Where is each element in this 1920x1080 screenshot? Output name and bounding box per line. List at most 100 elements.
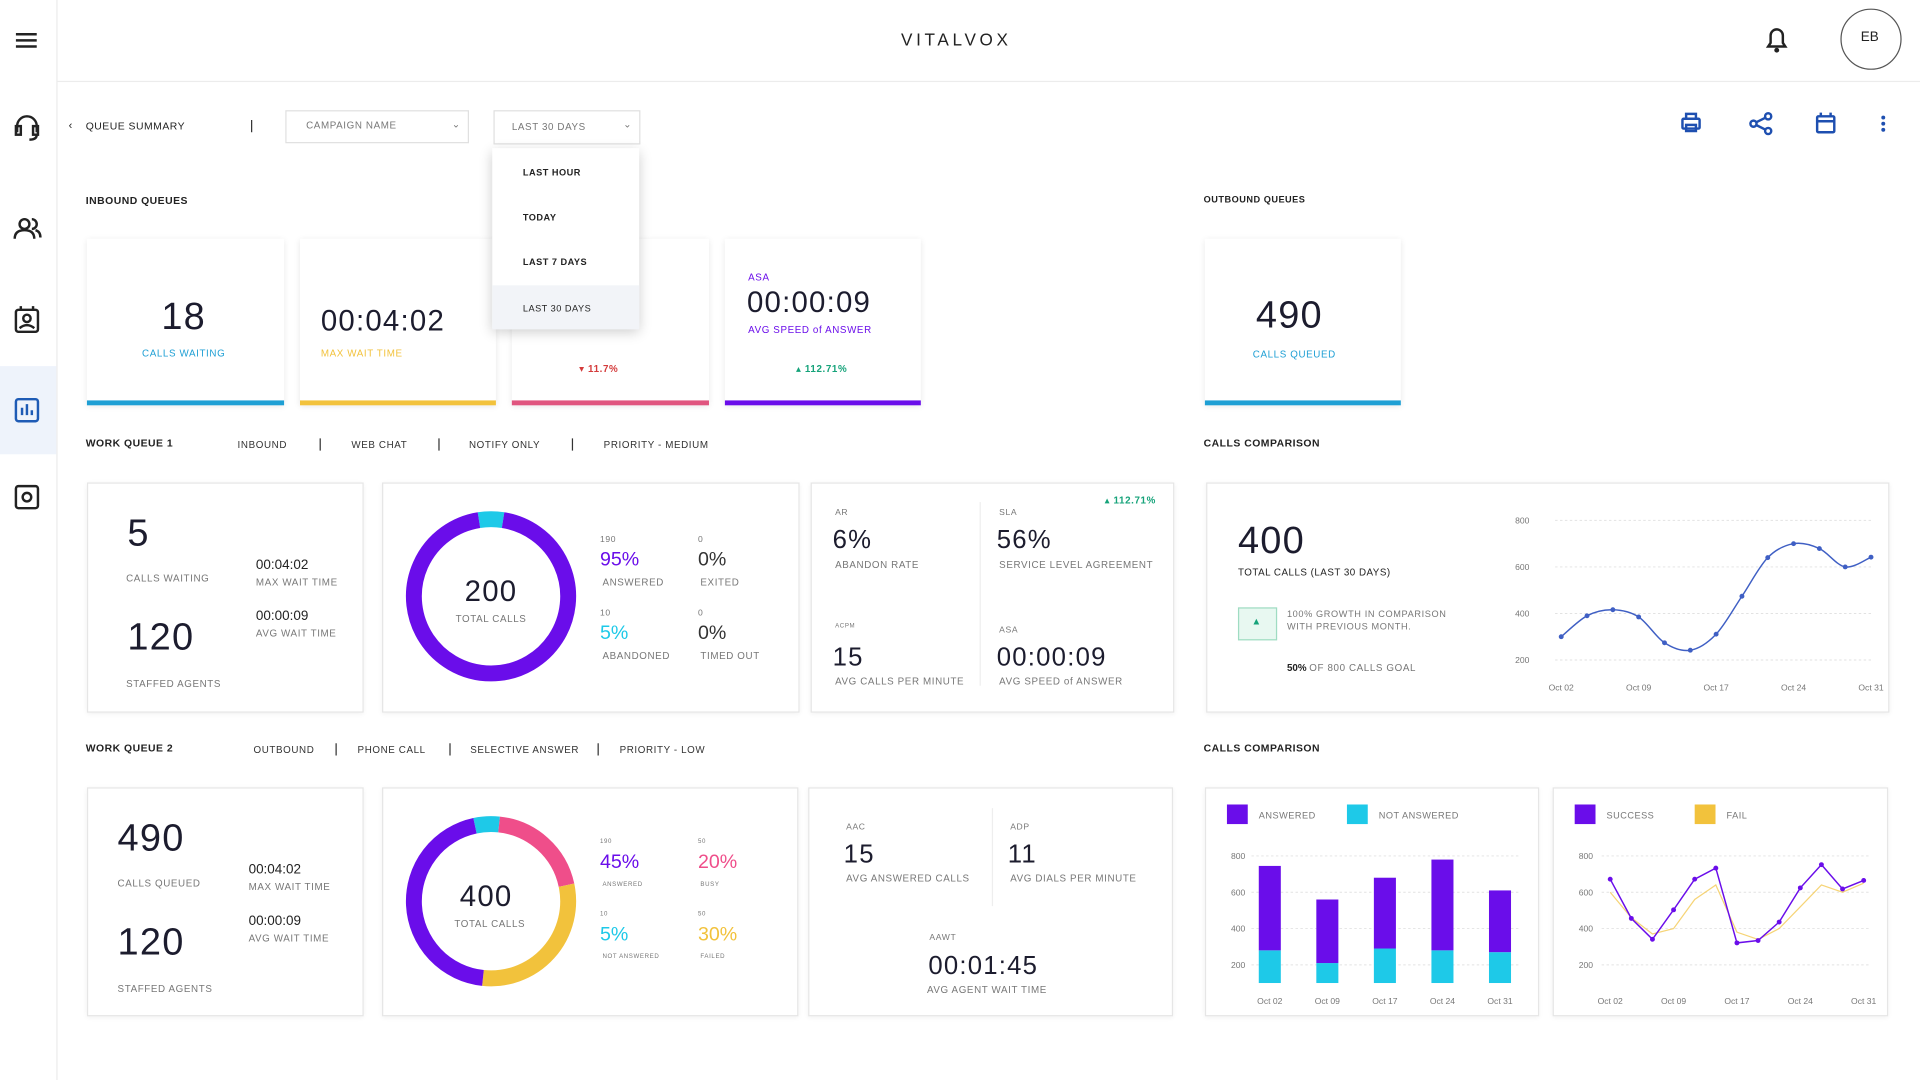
option-label: LAST 30 DAYS bbox=[522, 302, 592, 314]
separator bbox=[571, 438, 574, 451]
segment-percent: 0% bbox=[697, 623, 727, 645]
option-label: TODAY bbox=[522, 212, 557, 224]
donut-total-label: TOTAL CALLS bbox=[454, 918, 526, 930]
chevron: ⌄ bbox=[451, 118, 461, 130]
metric-value: 00:01:45 bbox=[928, 952, 1039, 981]
stat-card bbox=[300, 238, 496, 406]
segment-count: 10 bbox=[600, 910, 609, 918]
summary-value: 490 bbox=[117, 816, 185, 859]
stat-value: 00:04:02 bbox=[320, 304, 446, 338]
range-select[interactable] bbox=[493, 110, 641, 145]
metric-value: 11 bbox=[1007, 840, 1037, 869]
segment-label: ABANDONED bbox=[602, 650, 671, 662]
menu-icon[interactable] bbox=[15, 33, 37, 48]
header bbox=[57, 0, 1920, 83]
stat-card bbox=[1204, 238, 1401, 406]
goal-text: 50% OF 800 CALLS GOAL bbox=[1286, 662, 1417, 674]
more-icon[interactable] bbox=[1881, 115, 1886, 132]
metric-value: 6% bbox=[832, 525, 873, 555]
summary-label: STAFFED AGENTS bbox=[117, 983, 213, 995]
users-icon[interactable] bbox=[13, 217, 42, 239]
section-title: INBOUND QUEUES bbox=[85, 194, 188, 207]
headset-icon[interactable] bbox=[14, 115, 40, 141]
range-dropdown: LAST HOUR TODAY LAST 7 DAYS LAST 30 DAYS bbox=[492, 148, 640, 330]
stat-label: CALLS WAITING bbox=[142, 347, 226, 359]
reports-icon[interactable] bbox=[14, 397, 40, 423]
back-icon[interactable]: ‹ bbox=[68, 119, 73, 132]
dropdown-option[interactable]: LAST HOUR bbox=[492, 151, 639, 195]
queue-tag: SELECTIVE ANSWER bbox=[470, 744, 580, 756]
stat-label: AVG WAIT TIME bbox=[248, 933, 330, 945]
comparison-total-label: TOTAL CALLS (LAST 30 DAYS) bbox=[1237, 566, 1391, 578]
calendar-icon[interactable] bbox=[1815, 112, 1836, 134]
stat-label: MAX WAIT TIME bbox=[320, 347, 403, 359]
print-icon[interactable] bbox=[1681, 112, 1701, 133]
share-icon[interactable] bbox=[1749, 112, 1773, 136]
metric-tag: ASA bbox=[999, 626, 1019, 635]
separator bbox=[251, 120, 253, 133]
separator bbox=[597, 743, 599, 756]
avatar[interactable] bbox=[1840, 8, 1902, 70]
stat-value: 00:04:02 bbox=[248, 862, 302, 878]
divider bbox=[991, 808, 994, 907]
stat-value: 490 bbox=[1255, 293, 1323, 337]
metric-tag: AAC bbox=[846, 823, 866, 833]
breadcrumb[interactable]: QUEUE SUMMARY bbox=[85, 119, 186, 132]
segment-count: 50 bbox=[697, 838, 706, 846]
settings-icon[interactable] bbox=[14, 484, 40, 510]
segment-label: ANSWERED bbox=[602, 576, 664, 588]
section-title: CALLS COMPARISON bbox=[1203, 741, 1321, 754]
goal-label: OF 800 CALLS GOAL bbox=[1309, 662, 1417, 674]
sidebar bbox=[0, 0, 58, 1080]
queue-tag: NOTIFY ONLY bbox=[468, 439, 541, 451]
donut-panel bbox=[382, 787, 799, 1017]
change-up: ▴ 112.71% bbox=[1104, 494, 1156, 506]
segment-label: ANSWERED bbox=[602, 881, 643, 889]
card-accent bbox=[724, 400, 921, 406]
change-down: ▾ 11.7% bbox=[579, 363, 619, 375]
dropdown-option[interactable]: TODAY bbox=[492, 196, 639, 240]
toolbar-icons bbox=[1681, 112, 1886, 136]
segment-label: NOT ANSWERED bbox=[602, 953, 660, 961]
stat-label: AVG SPEED of ANSWER bbox=[748, 324, 872, 336]
goal-value: 50% bbox=[1286, 662, 1307, 674]
queue-title: WORK QUEUE 2 bbox=[85, 741, 174, 754]
metric-tag: ADP bbox=[1010, 823, 1030, 833]
segment-label: TIMED OUT bbox=[700, 650, 760, 662]
card-accent bbox=[511, 400, 709, 406]
comparison-total: 400 bbox=[1237, 518, 1305, 562]
segment-percent: 20% bbox=[697, 852, 738, 874]
brand: VITALVOX bbox=[900, 29, 1012, 49]
segment-percent: 5% bbox=[600, 924, 629, 946]
metric-value: 56% bbox=[996, 525, 1052, 555]
bell-icon[interactable] bbox=[1758, 21, 1795, 58]
summary-value: 5 bbox=[127, 511, 150, 555]
segment-count: 10 bbox=[600, 609, 611, 618]
stat-card bbox=[724, 238, 921, 406]
segment-count: 190 bbox=[600, 838, 613, 846]
donut-panel bbox=[382, 482, 800, 713]
dropdown-option[interactable]: LAST 7 DAYS bbox=[492, 240, 639, 284]
summary-label: STAFFED AGENTS bbox=[126, 678, 222, 690]
separator bbox=[335, 743, 337, 756]
option-label: LAST 7 DAYS bbox=[522, 256, 588, 268]
contacts-icon[interactable] bbox=[14, 306, 40, 334]
summary-label: CALLS WAITING bbox=[126, 573, 210, 585]
metrics-panel bbox=[810, 482, 1175, 713]
donut-total: 400 bbox=[459, 880, 513, 914]
section-title: OUTBOUND QUEUES bbox=[1203, 193, 1306, 205]
metric-tag: AR bbox=[835, 508, 849, 518]
queue-tag: INBOUND bbox=[237, 439, 288, 451]
section-title: CALLS COMPARISON bbox=[1203, 436, 1321, 450]
dropdown-option-selected[interactable]: LAST 30 DAYS bbox=[492, 285, 640, 330]
metric-value: 15 bbox=[832, 643, 864, 672]
segment-label: EXITED bbox=[700, 576, 740, 588]
campaign-select-label: CAMPAIGN NAME bbox=[306, 120, 397, 132]
segment-percent: 0% bbox=[697, 549, 727, 571]
campaign-select[interactable] bbox=[285, 110, 469, 144]
summary-value: 120 bbox=[127, 615, 195, 659]
chevron: ⌄ bbox=[623, 118, 633, 130]
line-chart-panel bbox=[1552, 787, 1889, 1017]
